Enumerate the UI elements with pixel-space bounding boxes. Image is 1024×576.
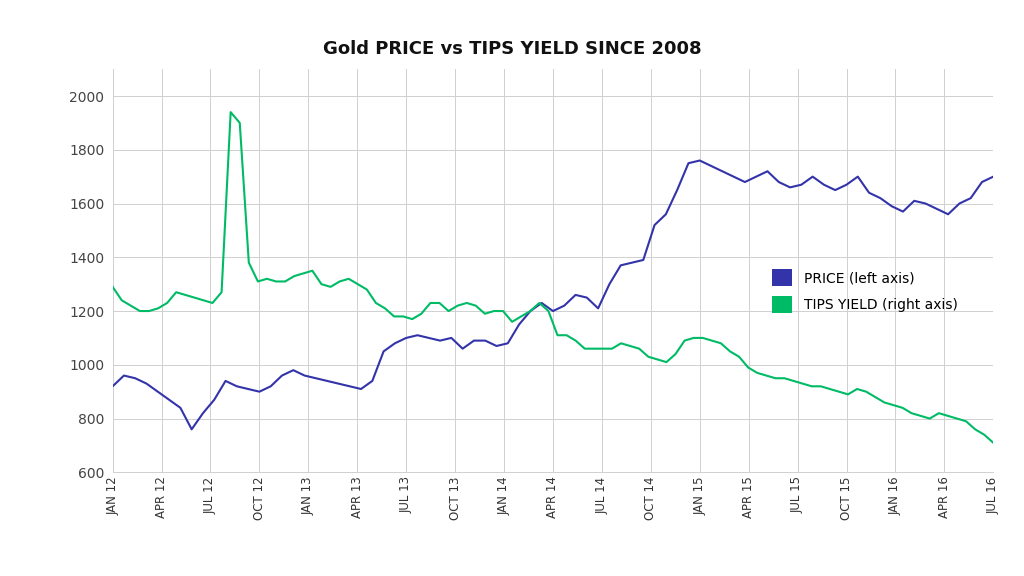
Text: Gold PRICE vs TIPS YIELD SINCE 2008: Gold PRICE vs TIPS YIELD SINCE 2008 bbox=[323, 40, 701, 58]
Legend: PRICE (left axis), TIPS YIELD (right axis): PRICE (left axis), TIPS YIELD (right axi… bbox=[765, 262, 965, 320]
